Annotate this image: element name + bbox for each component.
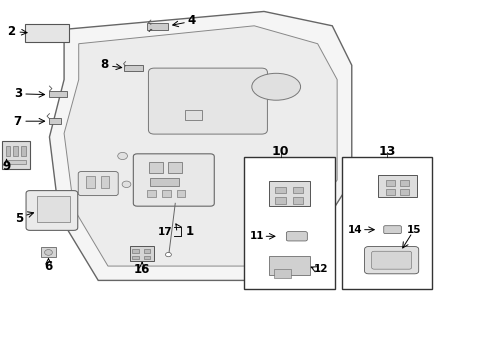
Circle shape bbox=[118, 152, 127, 159]
Bar bbox=[385, 189, 394, 195]
Bar bbox=[385, 180, 394, 186]
Text: 17: 17 bbox=[158, 227, 172, 237]
Bar bbox=[268, 256, 310, 275]
Bar bbox=[275, 187, 285, 193]
FancyBboxPatch shape bbox=[133, 154, 214, 206]
Bar bbox=[5, 146, 10, 156]
FancyBboxPatch shape bbox=[383, 226, 401, 234]
Text: 7: 7 bbox=[14, 115, 22, 128]
Bar bbox=[341, 157, 431, 289]
Text: 3: 3 bbox=[14, 87, 22, 100]
Bar bbox=[184, 111, 202, 121]
Bar bbox=[150, 178, 179, 186]
Bar bbox=[86, 176, 95, 188]
Bar bbox=[292, 187, 303, 193]
FancyBboxPatch shape bbox=[78, 172, 118, 195]
Bar bbox=[7, 160, 25, 164]
Bar bbox=[49, 118, 61, 124]
Bar bbox=[149, 162, 162, 173]
FancyBboxPatch shape bbox=[148, 68, 267, 134]
Text: 10: 10 bbox=[271, 145, 289, 158]
Bar bbox=[273, 269, 290, 278]
Bar bbox=[41, 247, 56, 257]
Circle shape bbox=[122, 181, 131, 188]
Bar bbox=[147, 23, 167, 31]
Text: 12: 12 bbox=[313, 264, 328, 274]
Text: 4: 4 bbox=[187, 14, 196, 27]
Bar bbox=[2, 140, 30, 169]
Bar bbox=[143, 256, 150, 259]
Text: 11: 11 bbox=[249, 231, 264, 241]
Bar bbox=[176, 190, 185, 197]
Text: 2: 2 bbox=[7, 25, 16, 38]
Bar bbox=[124, 65, 142, 71]
Text: 9: 9 bbox=[2, 160, 11, 173]
Text: 1: 1 bbox=[185, 225, 194, 238]
FancyBboxPatch shape bbox=[286, 231, 306, 241]
Text: 5: 5 bbox=[15, 212, 23, 225]
FancyBboxPatch shape bbox=[371, 251, 411, 269]
Bar bbox=[130, 246, 154, 261]
Bar bbox=[49, 91, 67, 97]
Bar bbox=[143, 249, 150, 253]
Ellipse shape bbox=[251, 73, 300, 100]
Text: 13: 13 bbox=[378, 145, 395, 158]
Bar bbox=[101, 176, 109, 188]
Bar bbox=[268, 181, 310, 206]
Bar bbox=[168, 162, 182, 173]
Text: 16: 16 bbox=[134, 263, 150, 276]
Polygon shape bbox=[64, 26, 336, 266]
Circle shape bbox=[165, 252, 171, 257]
Text: 14: 14 bbox=[347, 225, 362, 235]
Bar bbox=[162, 190, 170, 197]
Bar bbox=[400, 189, 408, 195]
Bar bbox=[37, 197, 70, 222]
Bar bbox=[400, 180, 408, 186]
Bar bbox=[292, 197, 303, 203]
Bar bbox=[21, 146, 26, 156]
Bar bbox=[13, 146, 18, 156]
Circle shape bbox=[44, 249, 52, 255]
Text: 6: 6 bbox=[44, 260, 53, 273]
Bar bbox=[378, 175, 417, 197]
Bar bbox=[132, 249, 139, 253]
Bar bbox=[132, 256, 139, 259]
Polygon shape bbox=[49, 12, 351, 280]
FancyBboxPatch shape bbox=[364, 247, 418, 274]
Text: 15: 15 bbox=[406, 225, 421, 235]
Bar bbox=[147, 190, 156, 197]
Bar bbox=[244, 157, 334, 289]
Bar bbox=[25, 24, 69, 41]
Bar bbox=[275, 197, 285, 203]
Text: 8: 8 bbox=[100, 58, 108, 71]
FancyBboxPatch shape bbox=[26, 190, 78, 230]
